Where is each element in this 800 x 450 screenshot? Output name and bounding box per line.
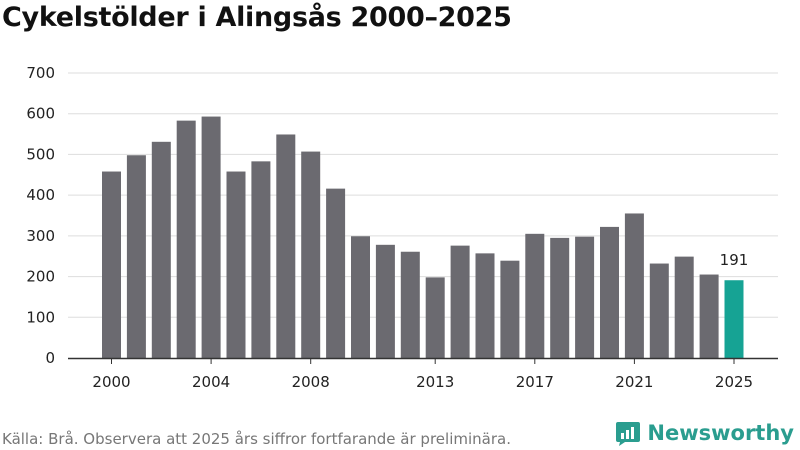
brand-name: Newsworthy	[647, 421, 794, 445]
bar-2014	[450, 245, 470, 358]
x-tick-label: 2017	[516, 373, 554, 391]
x-axis: 2000 2004 2008 2013 2017 2021 2025	[68, 357, 778, 391]
bar-2017	[525, 233, 545, 358]
x-tick-label: 2004	[192, 373, 230, 391]
bar-2020	[600, 226, 619, 358]
chart-title: Cykelstölder i Alingsås 2000–2025	[2, 2, 512, 33]
bar-2012	[400, 251, 420, 358]
bar-2006	[251, 161, 271, 358]
y-tick-label: 300	[26, 227, 55, 245]
bar-2003	[176, 120, 196, 358]
bar-2010	[351, 236, 370, 358]
x-tick-label: 2025	[715, 373, 753, 391]
y-tick-label: 200	[26, 268, 55, 286]
bar-2001	[126, 155, 146, 358]
bar-2008	[301, 151, 321, 358]
bar-2007	[276, 134, 296, 358]
bar-2011	[375, 244, 395, 358]
y-tick-label: 400	[26, 186, 55, 204]
bar-2022	[649, 263, 669, 358]
bar-2021	[624, 213, 644, 358]
source-note: Källa: Brå. Observera att 2025 års siffr…	[2, 430, 511, 448]
x-tick-label: 2021	[615, 373, 653, 391]
bar-2018	[550, 237, 570, 358]
brand-logo: Newsworthy	[615, 420, 794, 446]
bar-2005	[226, 171, 246, 358]
bar-2016	[500, 260, 520, 358]
data-label-2025: 191	[720, 251, 749, 269]
bar-2000	[102, 171, 121, 358]
data-labels: 191	[720, 251, 749, 269]
x-tick-label: 2013	[416, 373, 454, 391]
bar-2009	[326, 188, 346, 358]
bar-2025	[724, 280, 744, 358]
bar-2013	[425, 277, 445, 358]
y-tick-label: 600	[26, 105, 55, 123]
bars	[102, 116, 744, 358]
y-axis: 0 100 200 300 400 500 600 700	[26, 64, 55, 367]
bar-2004	[201, 116, 221, 358]
x-tick-label: 2000	[92, 373, 130, 391]
bar-2024	[699, 274, 719, 358]
gridlines	[68, 72, 778, 318]
bar-2019	[575, 236, 595, 358]
bar-2023	[674, 256, 694, 358]
y-tick-label: 700	[26, 64, 55, 82]
bar-2015	[475, 253, 495, 358]
y-tick-label: 0	[45, 349, 55, 367]
x-tick-label: 2008	[292, 373, 330, 391]
y-tick-label: 500	[26, 145, 55, 163]
newsworthy-logo-icon	[616, 422, 641, 446]
bar-2002	[151, 141, 171, 358]
y-tick-label: 100	[26, 308, 55, 326]
